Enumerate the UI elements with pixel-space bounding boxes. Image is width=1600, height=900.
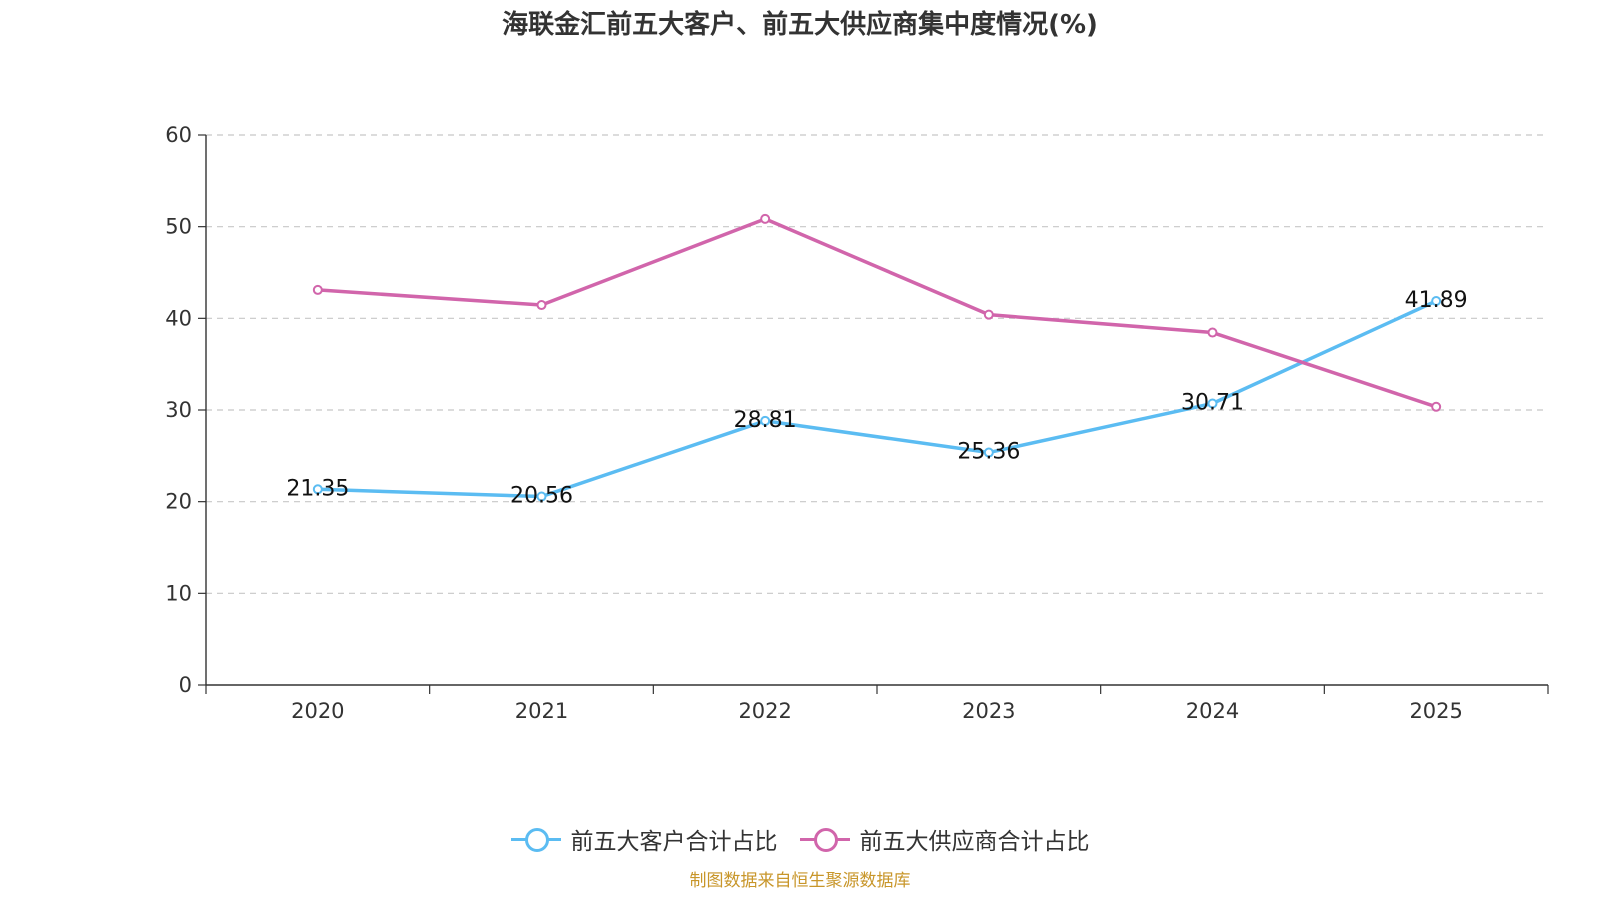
data-label-2023: 25.36 [957, 440, 1020, 465]
series-line-0 [317, 299, 1437, 499]
x-tick-label-2022: 2022 [738, 699, 791, 723]
x-tick-label-2024: 2024 [1186, 699, 1239, 723]
data-point-1-2024 [1207, 327, 1218, 338]
x-tick-label-2023: 2023 [962, 699, 1015, 723]
x-tick-label-2025: 2025 [1409, 699, 1462, 723]
data-point-0-2025 [1431, 296, 1442, 307]
data-point-1-2025 [1431, 401, 1442, 412]
source-note: 制图数据来自恒生聚源数据库 [689, 871, 911, 891]
legend-marker-supplier-icon [799, 826, 850, 852]
x-tick-label-2020: 2020 [291, 699, 344, 723]
y-tick-label: 10 [165, 581, 192, 605]
data-point-0-2021 [536, 491, 547, 502]
data-point-0-2023 [983, 447, 994, 458]
y-tick-label: 40 [165, 306, 192, 330]
data-label-2022: 28.81 [734, 408, 797, 433]
data-point-0-2022 [760, 415, 771, 426]
data-point-0-2024 [1207, 398, 1218, 409]
legend-label-customer: 前五大客户合计占比 [570, 829, 778, 855]
series-line-1 [317, 217, 1437, 409]
data-label-2025: 41.89 [1405, 288, 1468, 313]
legend-label-supplier: 前五大供应商合计占比 [859, 829, 1090, 855]
y-tick-label: 20 [165, 490, 192, 514]
chart-title: 海联金汇前五大客户、前五大供应商集中度情况(%) [502, 10, 1098, 40]
data-point-1-2022 [760, 213, 771, 224]
y-tick-label: 50 [165, 215, 192, 239]
data-point-1-2021 [536, 300, 547, 311]
legend-item-supplier[interactable]: 前五大供应商合计占比 [799, 822, 1090, 856]
y-tick-label: 30 [165, 398, 192, 422]
data-label-2020: 21.35 [286, 476, 349, 501]
x-tick-label-2021: 2021 [515, 699, 568, 723]
data-label-2024: 30.71 [1181, 390, 1244, 415]
data-point-0-2020 [312, 484, 323, 495]
data-label-2021: 20.56 [510, 484, 573, 509]
legend: 前五大客户合计占比 前五大供应商合计占比 [0, 822, 1600, 856]
legend-marker-customer-icon [510, 826, 561, 852]
legend-item-customer[interactable]: 前五大客户合计占比 [510, 822, 778, 856]
y-tick-label: 60 [165, 123, 192, 147]
data-point-1-2023 [983, 309, 994, 320]
data-point-1-2020 [312, 284, 323, 295]
y-tick-label: 0 [179, 673, 192, 697]
